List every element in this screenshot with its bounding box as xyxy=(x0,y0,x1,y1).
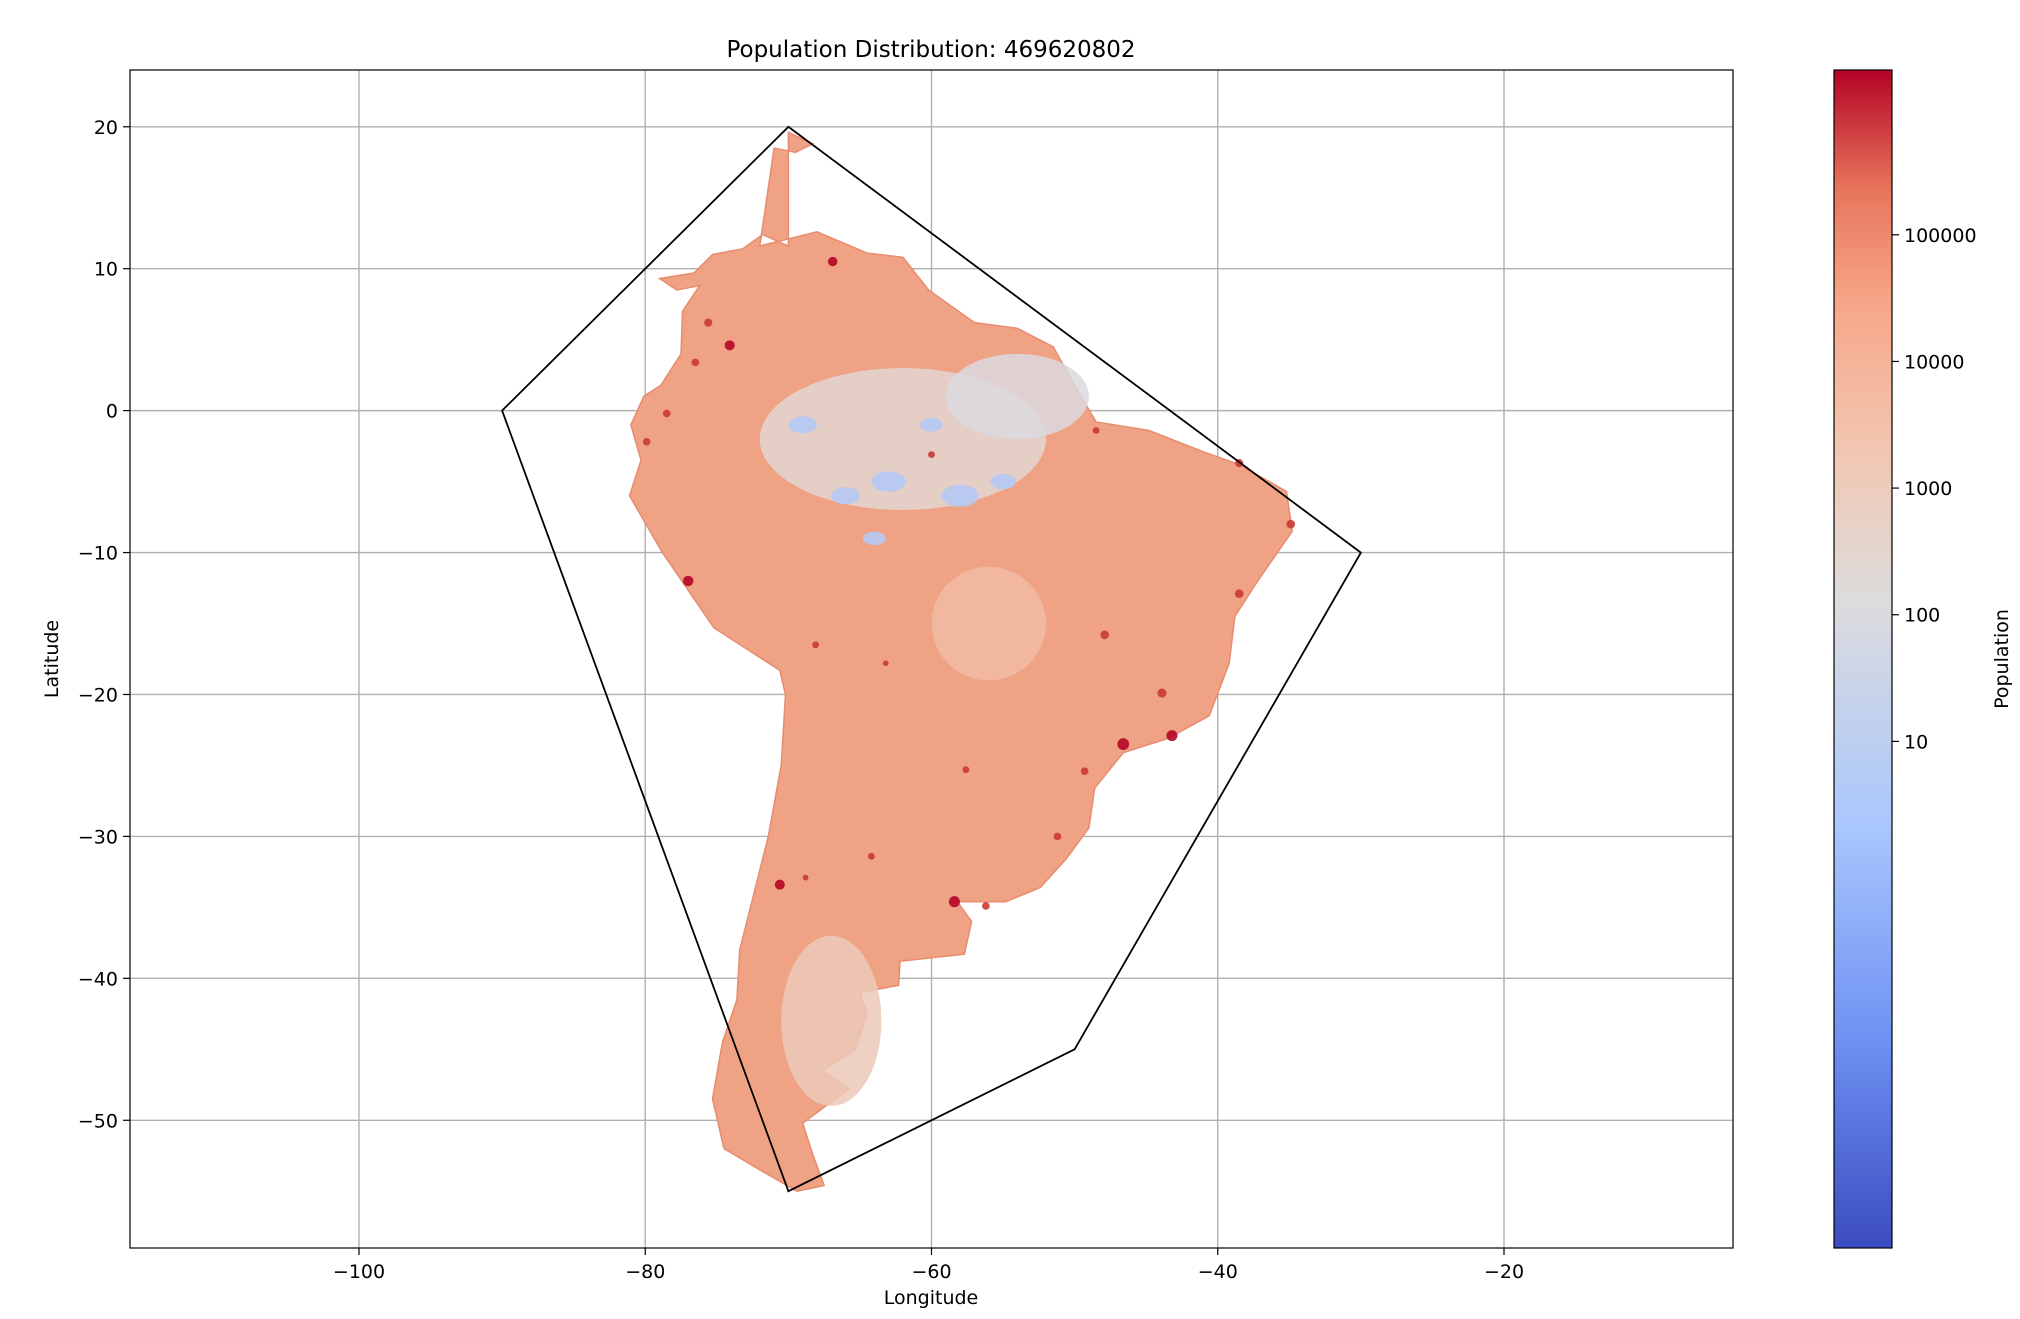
city-marker xyxy=(1117,738,1130,751)
city-marker xyxy=(962,766,970,774)
city-marker xyxy=(802,874,809,881)
city-marker xyxy=(1092,427,1100,434)
city-marker xyxy=(662,409,671,418)
city-marker xyxy=(642,438,651,446)
density-region xyxy=(945,353,1089,440)
city-marker xyxy=(1080,767,1089,775)
city-marker xyxy=(982,902,990,910)
city-marker xyxy=(724,340,735,351)
city-marker xyxy=(948,896,960,908)
low-density-patch xyxy=(871,471,906,492)
city-marker xyxy=(1166,730,1178,742)
city-markers xyxy=(642,256,1296,910)
colorbar-tick-label: 10000 xyxy=(1904,351,1964,373)
y-tick-label: −20 xyxy=(78,684,118,706)
y-tick-label: 0 xyxy=(106,401,118,423)
chart-title: Population Distribution: 469620802 xyxy=(726,37,1135,63)
y-tick-label: 10 xyxy=(94,259,118,281)
x-tick-label: −40 xyxy=(1198,1261,1238,1283)
y-axis-label: Latitude xyxy=(41,620,63,698)
city-marker xyxy=(1234,589,1244,599)
x-tick-label: −100 xyxy=(333,1261,385,1283)
colorbar-tick-label: 1000 xyxy=(1904,478,1952,500)
city-marker xyxy=(774,879,785,890)
x-tick-label: −20 xyxy=(1484,1261,1524,1283)
city-marker xyxy=(691,358,700,367)
x-tick-label: −60 xyxy=(911,1261,951,1283)
colorbar-label: Population xyxy=(1991,609,2013,709)
landmass-layer xyxy=(628,131,1293,1192)
city-marker xyxy=(682,575,694,587)
y-tick-label: 20 xyxy=(94,117,118,139)
y-axis-ticks: 20 10 0 −10 −20 −30 −40 −50 xyxy=(78,117,130,1132)
colorbar xyxy=(1833,69,1893,1249)
city-marker xyxy=(1053,832,1062,841)
city-marker xyxy=(1286,519,1296,529)
density-region xyxy=(931,566,1046,681)
x-axis-label: Longitude xyxy=(884,1287,979,1309)
city-marker xyxy=(928,451,935,459)
colorbar-tick-label: 10 xyxy=(1904,731,1928,753)
city-marker xyxy=(1100,630,1110,640)
city-marker xyxy=(812,641,820,649)
y-tick-label: −50 xyxy=(78,1110,118,1132)
y-tick-label: −10 xyxy=(78,543,118,565)
colorbar-tick-label: 100000 xyxy=(1904,225,1977,247)
low-density-patch xyxy=(941,484,979,507)
density-region xyxy=(781,935,882,1107)
low-density-patch xyxy=(788,416,817,434)
low-density-patch xyxy=(862,531,886,546)
low-density-patch xyxy=(831,487,860,505)
city-marker xyxy=(704,318,713,327)
city-marker xyxy=(828,256,838,267)
colorbar-ticks: 10 100 1000 10000 100000 xyxy=(1892,225,1977,753)
low-density-patch xyxy=(920,418,943,432)
low-density-patch xyxy=(990,473,1016,490)
x-axis-ticks: −100 −80 −60 −40 −20 xyxy=(333,1248,1524,1283)
city-marker xyxy=(1157,688,1167,698)
colorbar-tick-label: 100 xyxy=(1904,605,1940,627)
y-tick-label: −40 xyxy=(78,968,118,990)
city-marker xyxy=(882,660,889,667)
boundary-layer xyxy=(501,125,1363,1193)
city-marker xyxy=(867,852,875,860)
y-tick-label: −30 xyxy=(78,826,118,848)
boundary-polygon xyxy=(501,125,1363,1193)
x-tick-label: −80 xyxy=(625,1261,665,1283)
